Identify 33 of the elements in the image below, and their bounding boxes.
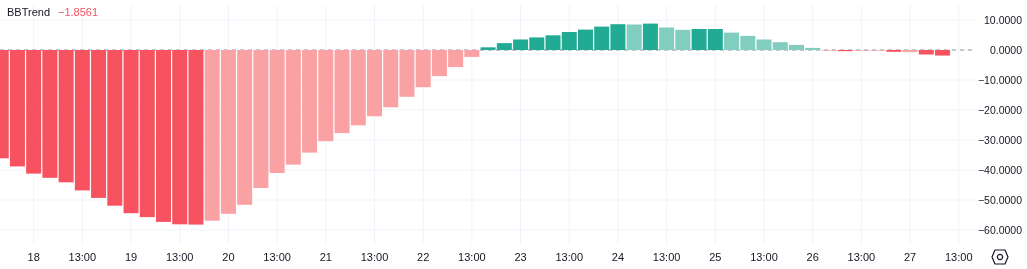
y-tick-label: −60.0000: [977, 223, 1023, 236]
x-tick-label: 13:00: [68, 251, 97, 263]
y-tick-label: 0.0000: [989, 43, 1023, 56]
bar: [902, 50, 918, 53]
x-tick-label: 25: [709, 251, 722, 263]
x-tick-label: 26: [806, 251, 819, 263]
bar: [642, 23, 658, 50]
x-tick-label: 13:00: [263, 251, 291, 263]
x-tick-label: 20: [222, 251, 235, 263]
x-tick-label: 24: [611, 251, 625, 263]
x-tick-label: 13:00: [360, 251, 389, 263]
bar: [626, 24, 642, 50]
x-tick-label: 13:00: [652, 251, 681, 263]
x-tick-label: 13:00: [165, 251, 194, 263]
y-tick-label: −40.0000: [977, 163, 1023, 176]
x-tick-label: 13:00: [945, 251, 973, 263]
x-tick-label: 13:00: [555, 251, 584, 263]
x-tick-label: 19: [124, 251, 138, 263]
y-tick-label: 10.0000: [984, 13, 1023, 26]
x-tick-label: 21: [319, 251, 332, 263]
chart-title: BBTrend: [7, 6, 51, 18]
y-tick-label: −30.0000: [977, 133, 1023, 146]
x-tick-label: 13:00: [847, 251, 876, 263]
y-tick-label: −10.0000: [977, 73, 1023, 86]
x-tick-label: 22: [417, 251, 430, 263]
y-tick-label: −20.0000: [977, 103, 1023, 116]
x-tick-label: 27: [903, 251, 917, 263]
x-tick-label: 18: [27, 251, 40, 263]
chart-subtitle: −1.8561: [58, 6, 99, 18]
y-tick-label: −50.0000: [977, 193, 1023, 206]
x-tick-label: 13:00: [750, 251, 778, 263]
x-tick-label: 13:00: [458, 251, 486, 263]
x-tick-label: 23: [514, 251, 527, 263]
